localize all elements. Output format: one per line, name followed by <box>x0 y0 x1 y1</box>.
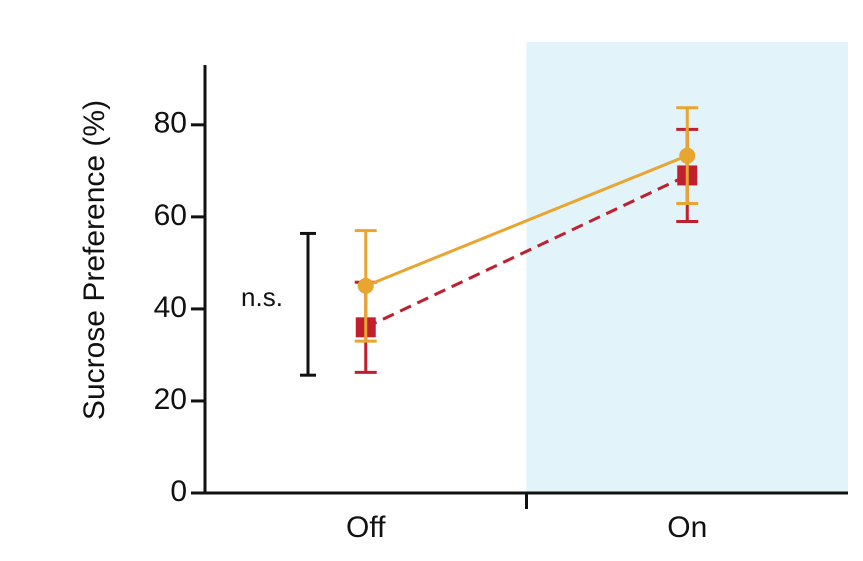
y-tick-label: 20 <box>154 383 187 416</box>
y-tick-label: 60 <box>154 199 187 232</box>
x-tick-label: Off <box>346 511 386 544</box>
bracket-label: n.s. <box>241 282 283 312</box>
y-axis-label: Sucrose Preference (%) <box>78 100 111 420</box>
series <box>354 106 699 343</box>
y-tick-label: 80 <box>154 107 187 140</box>
y-tick-label: 40 <box>154 291 187 324</box>
y-tick-label: 0 <box>170 475 187 508</box>
series-line <box>365 154 688 288</box>
series-line <box>365 174 688 329</box>
marker <box>679 147 696 164</box>
marker <box>357 277 374 294</box>
x-tick-label: On <box>667 511 707 544</box>
